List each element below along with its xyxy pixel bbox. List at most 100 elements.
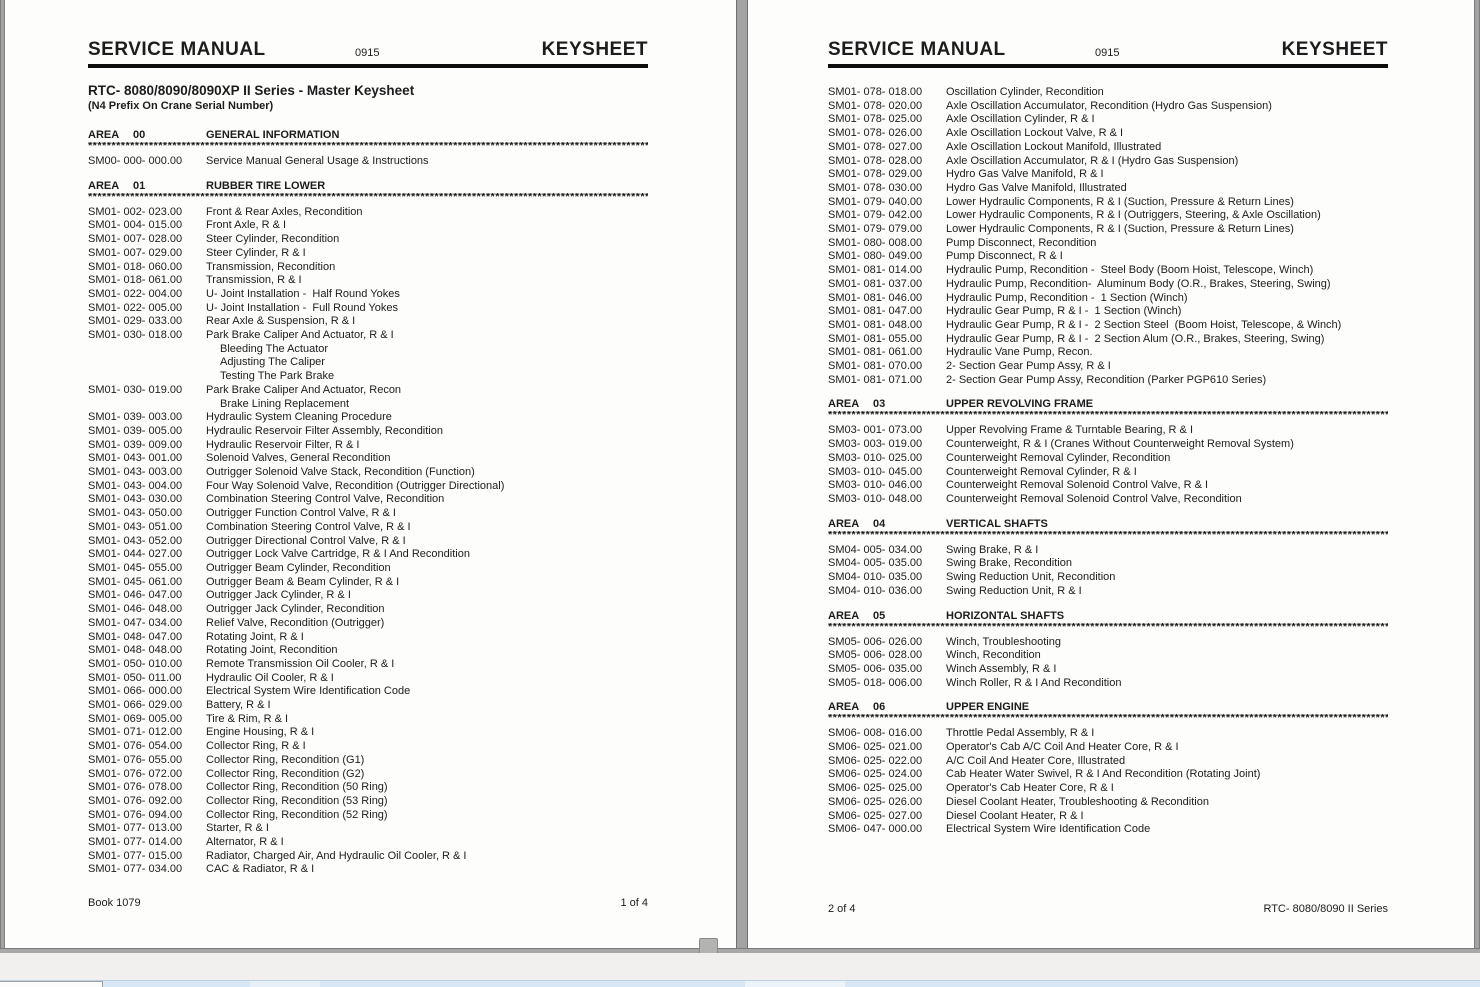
item-description: Adjusting The Caliper [220,356,325,369]
item-description: Outrigger Jack Cylinder, R & I [206,589,351,602]
keysheet-item: SM01- 039- 005.00 Hydraulic Reservoir Fil… [88,425,648,439]
item-code: SM01- 018- 061.00 [88,274,183,287]
item-description: 2- Section Gear Pump Assy, Recondition (… [946,373,1267,386]
item-description: Axle Oscillation Cylinder, R & I [946,113,1095,126]
item-code: SM01- 076- 094.00 [88,808,183,821]
item-code: SM01- 078- 027.00 [828,140,923,153]
keysheet-item: SM03- 001- 073.00 Upper Revolving Frame &… [828,424,1388,438]
item-code: SM01- 022- 005.00 [88,301,183,314]
item-code: SM00- 000- 000.00 [88,155,183,167]
item-code: SM01- 078- 028.00 [828,154,923,167]
item-description: Hydraulic Gear Pump, R & I - 2 Section S… [946,318,1342,331]
section-title: UPPER REVOLVING FRAME [946,398,1094,411]
item-description: Operator's Cab Heater Core, R & I [946,782,1114,795]
keysheet-item: SM01- 071- 012.00 Engine Housing, R & I [88,726,648,740]
item-code: SM01- 081- 046.00 [828,291,923,304]
item-description: Pump Disconnect, Recondition [946,236,1097,249]
keysheet-item: SM01- 046- 047.00 Outrigger Jack Cylinder… [88,589,648,603]
keysheet-item: SM01- 007- 029.00 Steer Cylinder, R & I [88,247,648,261]
toolbar-handle[interactable] [699,938,718,953]
item-code: SM01- 078- 018.00 [828,86,923,98]
item-description: Hydraulic Oil Cooler, R & I [206,671,334,684]
item-code: SM01- 043- 030.00 [88,493,183,506]
item-description: Collector Ring, Recondition (53 Ring) [206,794,388,807]
item-description: Swing Reduction Unit, Recondition [946,571,1116,584]
item-code: SM05- 018- 006.00 [828,676,923,689]
item-code: SM01- 043- 051.00 [88,520,183,533]
item-description: Combination Steering Control Valve, Reco… [206,493,445,506]
item-description: Outrigger Function Control Valve, R & I [206,507,396,520]
page1-title-block: RTC- 8080/8090/8090XP II Series - Master… [88,83,648,113]
keysheet-item: SM01- 043- 052.00 Outrigger Directional C… [88,535,648,549]
item-description: Solenoid Valves, General Recondition [206,452,391,465]
item-description: Collector Ring, Recondition (50 Ring) [206,781,388,794]
page2-header-title: SERVICE MANUAL [828,39,1006,60]
item-description: CAC & Radiator, R & I [206,863,315,876]
item-code: SM01- 039- 005.00 [88,424,183,437]
keysheet-item: SM01- 079- 042.00 Lower Hydraulic Compone… [828,209,1388,223]
item-code: SM06- 025- 024.00 [828,768,923,781]
item-code: SM01- 046- 047.00 [88,589,183,602]
taskbar-highlight [250,981,320,987]
keysheet-item: SM01- 076- 092.00 Collector Ring, Recondi… [88,795,648,809]
item-code: SM06- 025- 026.00 [828,795,923,808]
page-1: SERVICE MANUAL 0915 KEYSHEET RTC- 8080/8… [5,0,736,948]
item-code: SM01- 043- 004.00 [88,479,183,492]
item-description: Hydro Gas Valve Manifold, R & I [946,168,1104,181]
section-header: AREA 01 RUBBER TIRE LOWER *****************… [88,179,648,202]
item-description: Operator's Cab A/C Coil And Heater Core,… [946,741,1179,754]
page2-header-keysheet: KEYSHEET [1281,39,1388,60]
bottom-toolbar: 1 / 777 [0,953,1480,980]
keysheet-item: SM01- 081- 061.00 Hydraulic Vane Pump, Re… [828,346,1388,360]
page1-header-keysheet: KEYSHEET [541,39,648,60]
keysheet-item: SM05- 006- 035.00 Winch Assembly, R & I [828,663,1388,677]
keysheet-item: SM03- 003- 019.00 Counterweight, R & I (C… [828,438,1388,452]
keysheet-item: SM01- 080- 008.00 Pump Disconnect, Recond… [828,237,1388,251]
keysheet-item: SM01- 002- 023.00 Front & Rear Axles, Rec… [88,206,648,220]
page1-header-title: SERVICE MANUAL [88,39,266,60]
keysheet-item: SM05- 018- 006.00 Winch Roller, R & I And… [828,677,1388,691]
section-title: RUBBER TIRE LOWER [206,179,326,192]
keysheet-item: SM01- 077- 034.00 CAC & Radiator, R & I [88,863,648,877]
item-description: Collector Ring, R & I [206,740,306,753]
section-title: VERTICAL SHAFTS [946,517,1048,530]
item-description: Lower Hydraulic Components, R & I (Outri… [946,209,1321,222]
keysheet-item: SM01- 030- 019.00 Park Brake Caliper And … [88,384,648,398]
item-code: SM03- 010- 045.00 [828,465,923,478]
item-code: SM06- 025- 022.00 [828,754,923,767]
item-code: SM01- 043- 003.00 [88,466,183,479]
item-description: Transmission, R & I [206,274,302,287]
item-description: Upper Revolving Frame & Turntable Bearin… [946,424,1194,437]
keysheet-item: SM04- 010- 035.00 Swing Reduction Unit, R… [828,571,1388,585]
item-code: SM01- 081- 071.00 [828,373,923,386]
item-code: SM01- 077- 015.00 [88,849,183,862]
item-code: SM01- 066- 000.00 [88,685,183,698]
item-code: SM01- 071- 012.00 [88,726,183,739]
keysheet-item: SM06- 025- 026.00 Diesel Coolant Heater, … [828,796,1388,810]
item-description: Hydraulic Pump, Recondition- Aluminum Bo… [946,277,1331,290]
item-code: SM01- 079- 042.00 [828,209,923,222]
keysheet-item: SM05- 006- 026.00 Winch, Troubleshooting [828,636,1388,650]
keysheet-item: SM01- 076- 055.00 Collector Ring, Recondi… [88,754,648,768]
section-area-label: 00 [133,129,146,141]
item-code: SM01- 077- 034.00 [88,863,183,876]
keysheet-item: SM01- 043- 050.00 Outrigger Function Cont… [88,507,648,521]
item-code: SM01- 077- 014.00 [88,836,183,849]
item-code: SM01- 078- 020.00 [828,99,923,112]
item-description: Collector Ring, Recondition (G2) [206,767,365,780]
section-area-label: 04 [873,517,886,530]
item-code: SM01- 039- 003.00 [88,411,183,424]
keysheet-item: SM01- 066- 029.00 Battery, R & I [88,699,648,713]
item-description: Four Way Solenoid Valve, Recondition (Ou… [206,479,505,492]
asterisk-separator: ****************************************… [88,142,648,151]
keysheet-item: SM01- 039- 009.00 Hydraulic Reservoir Fil… [88,439,648,453]
item-code: SM01- 029- 033.00 [88,315,183,328]
keysheet-item: SM01- 079- 079.00 Lower Hydraulic Compone… [828,223,1388,237]
item-description: Cab Heater Water Swivel, R & I And Recon… [946,768,1261,781]
item-description: Counterweight Removal Solenoid Control V… [946,492,1242,505]
item-description: Diesel Coolant Heater, Troubleshooting &… [946,795,1209,808]
item-code: SM01- 043- 001.00 [88,452,183,465]
asterisk-separator: ****************************************… [828,622,1388,632]
item-description: Counterweight Removal Solenoid Control V… [946,479,1209,492]
document-title: RTC- 8080/8090/8090XP II Series - Master… [88,83,415,98]
